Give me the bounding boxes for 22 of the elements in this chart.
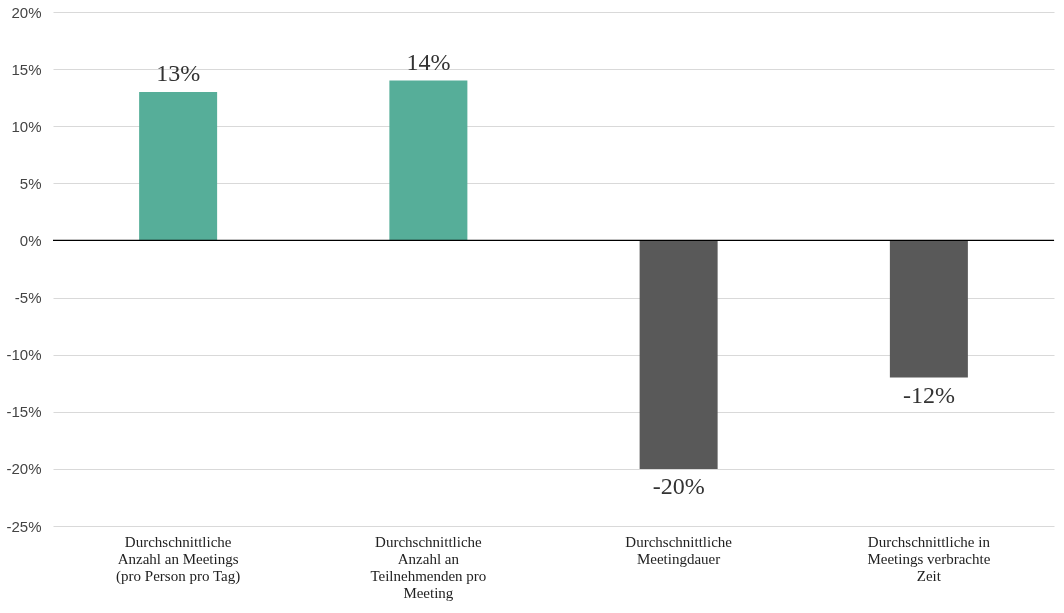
- bar: [139, 91, 218, 241]
- x-tick-label: Durchschnittliche Anzahl an Teilnehmenden pro Meeting: [370, 533, 487, 601]
- y-tick-label: 0%: [19, 231, 42, 249]
- y-tick-label: 10%: [11, 117, 42, 135]
- data-label: 14%: [406, 48, 451, 75]
- data-label: -12%: [902, 381, 955, 408]
- bar: [889, 240, 968, 378]
- x-tick-label: Durchschnittliche Anzahl an Meetings (pro Person pro Tag): [116, 533, 241, 585]
- y-tick-label: -10%: [6, 346, 42, 364]
- x-tick-label: Durchschnittliche in Meetings verbrachte Zeit: [867, 533, 991, 584]
- data-label: -20%: [652, 472, 705, 499]
- y-tick-label: -25%: [6, 517, 42, 535]
- y-tick-label: -20%: [6, 460, 42, 478]
- y-tick-label: -15%: [6, 403, 42, 421]
- y-tick-label: 5%: [19, 174, 42, 192]
- x-tick-label: Durchschnittliche Meetingdauer: [625, 533, 733, 567]
- bar: [389, 80, 468, 241]
- y-tick-label: 15%: [11, 60, 42, 78]
- data-label: 13%: [156, 59, 201, 86]
- y-tick-label: -5%: [14, 289, 42, 307]
- y-tick-label: 20%: [11, 3, 42, 21]
- bar: [639, 240, 718, 469]
